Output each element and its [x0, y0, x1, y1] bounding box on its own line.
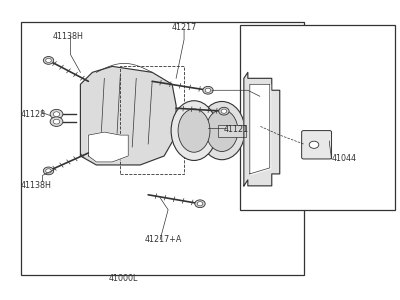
- Circle shape: [221, 109, 227, 113]
- Polygon shape: [250, 84, 270, 174]
- Text: 41121: 41121: [224, 124, 249, 134]
- Bar: [218, 124, 246, 136]
- Circle shape: [53, 112, 60, 117]
- Circle shape: [43, 167, 54, 175]
- Text: 41217+A: 41217+A: [144, 235, 182, 244]
- Text: 41138H: 41138H: [21, 181, 52, 190]
- Ellipse shape: [178, 109, 210, 152]
- Circle shape: [50, 110, 63, 119]
- Polygon shape: [80, 66, 176, 165]
- Circle shape: [50, 117, 63, 126]
- Circle shape: [46, 58, 51, 62]
- Circle shape: [46, 169, 51, 173]
- Polygon shape: [88, 132, 128, 162]
- Ellipse shape: [206, 110, 238, 152]
- Circle shape: [219, 107, 229, 115]
- Text: 41128: 41128: [21, 110, 46, 119]
- Text: 41044: 41044: [332, 154, 356, 164]
- Circle shape: [195, 200, 205, 208]
- Text: 41138H: 41138H: [52, 32, 83, 41]
- Text: 41217: 41217: [172, 23, 197, 32]
- Circle shape: [203, 86, 213, 94]
- Text: 41000L: 41000L: [108, 274, 138, 283]
- Circle shape: [43, 56, 54, 64]
- Polygon shape: [244, 72, 280, 186]
- Ellipse shape: [171, 101, 217, 160]
- Bar: [21, 22, 304, 275]
- Circle shape: [205, 88, 211, 92]
- Circle shape: [53, 119, 60, 124]
- Ellipse shape: [199, 101, 245, 160]
- FancyBboxPatch shape: [302, 130, 332, 159]
- Bar: [120, 66, 184, 174]
- Circle shape: [197, 202, 203, 206]
- Circle shape: [309, 141, 319, 148]
- Bar: [240, 25, 395, 210]
